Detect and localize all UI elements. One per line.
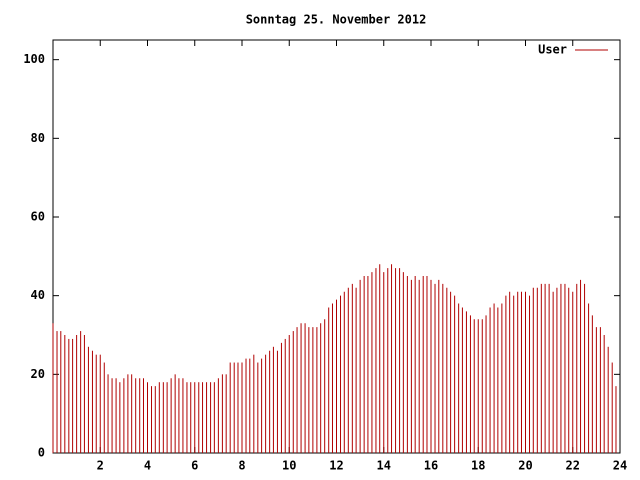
- x-tick-label: 10: [282, 459, 296, 473]
- y-tick-label: 20: [31, 367, 45, 381]
- y-tick-label: 40: [31, 288, 45, 302]
- x-tick-label: 16: [424, 459, 438, 473]
- y-tick-label: 80: [31, 131, 45, 145]
- y-tick-label: 60: [31, 210, 45, 224]
- y-tick-label: 0: [38, 446, 45, 460]
- x-tick-label: 8: [238, 459, 245, 473]
- x-tick-label: 18: [471, 459, 485, 473]
- x-tick-label: 12: [329, 459, 343, 473]
- x-tick-label: 4: [144, 459, 151, 473]
- chart-title: Sonntag 25. November 2012: [246, 13, 427, 27]
- x-tick-label: 6: [191, 459, 198, 473]
- x-tick-label: 24: [613, 459, 627, 473]
- x-tick-label: 22: [566, 459, 580, 473]
- x-tick-label: 14: [377, 459, 391, 473]
- x-tick-label: 20: [518, 459, 532, 473]
- y-tick-label: 100: [23, 52, 45, 66]
- legend-label: User: [538, 43, 567, 57]
- x-tick-label: 2: [97, 459, 104, 473]
